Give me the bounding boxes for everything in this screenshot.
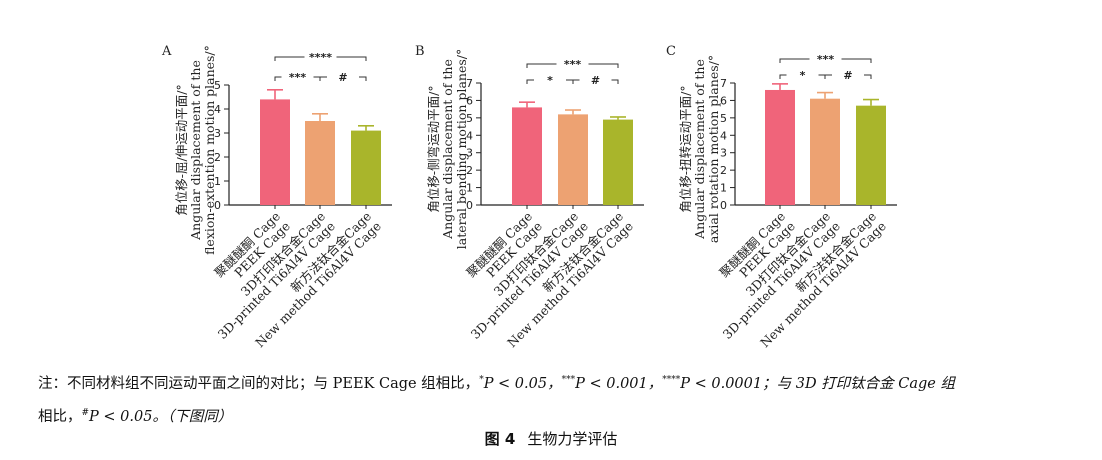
significance-mask (786, 69, 819, 81)
note-sym-1: * (479, 375, 484, 385)
note-line2-prefix: 相比， (38, 409, 82, 425)
panel-label: B (415, 44, 425, 59)
caption-number: 图 4 (484, 430, 516, 448)
y-axis-label-cn: 角位移-侧弯运动平面/° (426, 85, 441, 212)
bar (558, 114, 588, 205)
y-tick-label: 0 (466, 199, 473, 212)
y-axis-label-en-1: Angular displacement of the (440, 59, 455, 240)
significance-label: # (591, 74, 600, 87)
y-axis-label-cn: 角位移-扭转运动平面/° (678, 85, 693, 212)
significance-label: # (843, 69, 852, 82)
y-tick-label: 7 (466, 77, 473, 90)
y-tick-label: 6 (720, 94, 727, 107)
y-axis-label-cn: 角位移-屈/伸运动平面/° (174, 84, 189, 215)
y-tick-label: 4 (466, 129, 473, 142)
significance-label: * (800, 69, 806, 82)
note-prefix: 注：不同材料组不同运动平面之间的对比；与 PEEK Cage 组相比， (38, 376, 480, 392)
y-tick-label: 3 (214, 127, 221, 140)
bar (810, 98, 840, 205)
y-tick-label: 2 (720, 164, 727, 177)
y-axis-label-en-1: Angular displacement of the (188, 60, 203, 241)
note-sym-2: *** (561, 375, 576, 385)
significance-mask (556, 58, 589, 70)
figure-note: 注：不同材料组不同运动平面之间的对比；与 PEEK Cage 组相比，*P < … (38, 366, 1078, 432)
bar (512, 107, 542, 205)
note-p-3: P < 0.0001；与 3D 打印钛合金 Cage 组 (680, 376, 955, 392)
note-p-1: P < 0.05， (483, 376, 562, 392)
caption-title: 生物力学评估 (527, 430, 618, 448)
y-tick-label: 5 (466, 112, 473, 125)
y-tick-label: 0 (214, 199, 221, 212)
significance-mask (832, 69, 864, 81)
figure-caption: 图 4 生物力学评估 (0, 428, 1102, 449)
bar (351, 130, 381, 205)
significance-mask (809, 53, 842, 65)
note-p-2: P < 0.001， (575, 376, 663, 392)
y-tick-label: 6 (466, 94, 473, 107)
y-tick-label: 4 (214, 103, 221, 116)
significance-mask (327, 71, 359, 83)
significance-label: **** (309, 51, 332, 64)
bar (603, 119, 633, 205)
note-p-4: P < 0.05。（下图同） (89, 409, 233, 425)
y-tick-label: 7 (720, 77, 727, 90)
significance-label: # (338, 71, 347, 84)
y-tick-label: 0 (720, 199, 727, 212)
y-axis-label-en-2: lateral bending motion planes/° (454, 49, 469, 249)
y-tick-label: 3 (720, 147, 727, 160)
significance-label: * (547, 74, 553, 87)
note-sym-4: # (81, 408, 90, 418)
bar (856, 105, 886, 205)
y-axis-label-en-2: axial rotation motion planes/° (706, 55, 721, 243)
significance-mask (534, 74, 566, 86)
y-tick-label: 2 (466, 164, 473, 177)
y-tick-label: 1 (214, 175, 221, 188)
panel-label: C (666, 44, 676, 59)
significance-label: *** (817, 53, 835, 66)
bar (765, 89, 795, 205)
bar (305, 121, 335, 205)
y-axis-label-en-1: Angular displacement of the (692, 59, 707, 240)
y-axis-label-en-2: flexion-extention motion planes/° (202, 45, 217, 255)
significance-label: *** (289, 71, 307, 84)
bar (260, 99, 290, 205)
y-tick-label: 1 (720, 182, 727, 195)
y-tick-label: 2 (214, 151, 221, 164)
y-tick-label: 3 (466, 147, 473, 160)
y-tick-label: 4 (720, 129, 727, 142)
significance-mask (281, 71, 314, 83)
significance-mask (304, 51, 337, 63)
panel-label: A (161, 44, 172, 59)
y-tick-label: 1 (466, 182, 473, 195)
y-tick-label: 5 (214, 79, 221, 92)
note-sym-3: **** (662, 375, 681, 385)
y-tick-label: 5 (720, 112, 727, 125)
significance-label: *** (564, 58, 582, 71)
significance-mask (579, 74, 612, 86)
